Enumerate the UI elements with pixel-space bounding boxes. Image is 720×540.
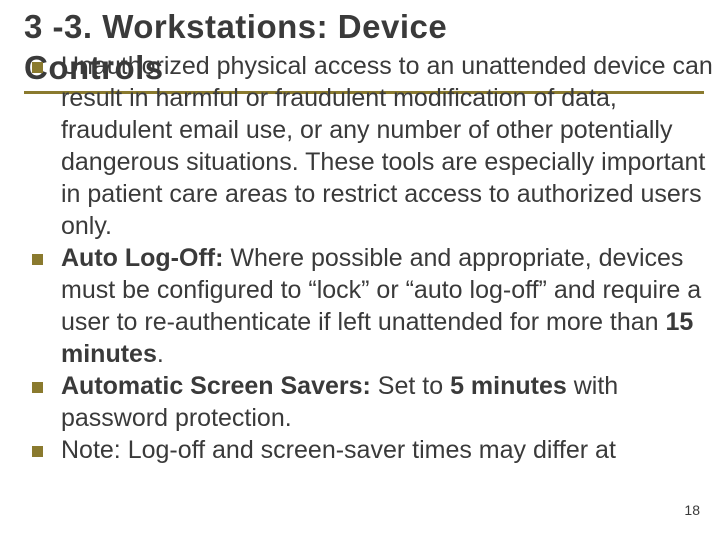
list-item: Automatic Screen Savers: Set to 5 minute… [24, 370, 718, 434]
list-item-text: Auto Log-Off: Where possible and appropr… [61, 242, 718, 370]
list-item: Note: Log-off and screen-saver times may… [24, 434, 718, 466]
text-run: Unauthorized physical access to an unatt… [61, 52, 713, 240]
list-item: Unauthorized physical access to an unatt… [24, 50, 718, 242]
square-bullet-icon [32, 254, 43, 265]
text-run: Note: Log-off and screen-saver times may… [61, 436, 616, 464]
list-item: Auto Log-Off: Where possible and appropr… [24, 242, 718, 370]
bold-run: Automatic Screen Savers: [61, 372, 378, 400]
list-item-text: Unauthorized physical access to an unatt… [61, 50, 718, 242]
text-run: Set to [378, 372, 450, 400]
bold-run: 5 minutes [450, 372, 574, 400]
text-run: . [157, 340, 164, 368]
square-bullet-icon [32, 62, 43, 73]
bold-run: Auto Log-Off: [61, 244, 230, 272]
page-number: 18 [684, 502, 700, 518]
square-bullet-icon [32, 446, 43, 457]
slide: 3 -3. Workstations: Device Controls Unau… [0, 0, 720, 540]
list-item-text: Note: Log-off and screen-saver times may… [61, 434, 718, 466]
slide-body: Unauthorized physical access to an unatt… [24, 50, 720, 466]
list-item-text: Automatic Screen Savers: Set to 5 minute… [61, 370, 718, 434]
square-bullet-icon [32, 382, 43, 393]
title-line-1: 3 -3. Workstations: Device [24, 8, 447, 45]
